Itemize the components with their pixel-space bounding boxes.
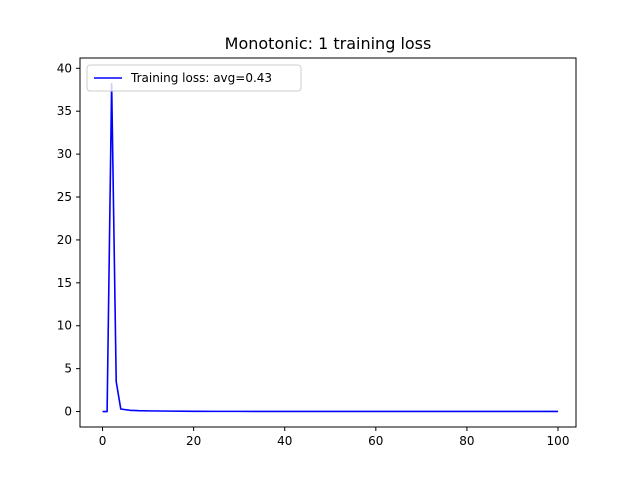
legend-box [86,64,302,92]
legend-label: Training loss: avg=0.43 [130,71,272,85]
y-tick-label: 15 [57,276,72,290]
y-tick-label: 30 [57,147,72,161]
x-tick-label: 0 [99,434,107,448]
chart-title: Monotonic: 1 training loss [225,34,432,53]
axes-frame [79,57,577,428]
x-tick-label: 20 [186,434,201,448]
y-tick-label: 25 [57,190,72,204]
y-tick-label: 40 [57,61,72,75]
axis-ticks: 0 20 40 60 80 100 0 5 10 15 20 25 30 35 40 [57,61,570,448]
x-tick-label: 60 [368,434,383,448]
y-tick-label: 10 [57,319,72,333]
x-tick-label: 40 [277,434,292,448]
plot-area [102,82,559,413]
y-tick-label: 5 [64,362,72,376]
legend: Training loss: avg=0.43 [86,64,302,92]
x-tick-label: 80 [459,434,474,448]
y-tick-label: 0 [64,405,72,419]
y-tick-label: 20 [57,233,72,247]
y-tick-label: 35 [57,104,72,118]
training-loss-line [102,82,559,413]
x-tick-label: 100 [547,434,570,448]
